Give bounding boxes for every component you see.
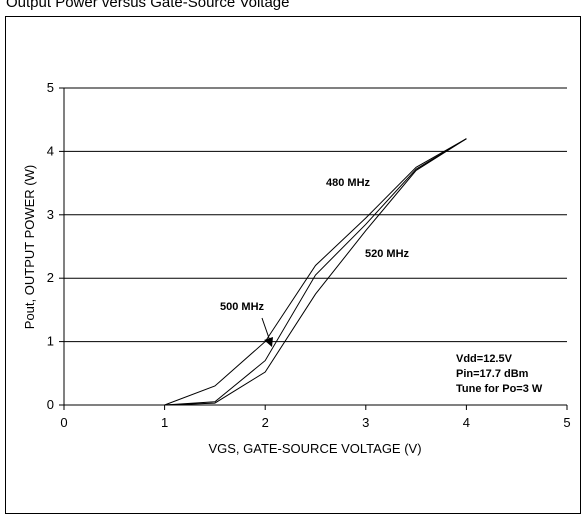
y-tick-label-1: 1 [47,334,54,349]
series-line-520-mhz [164,138,467,406]
condition-pin: Pin=17.7 dBm [456,368,529,380]
y-tick-label-5: 5 [47,80,54,95]
y-tick-label-0: 0 [47,397,54,412]
y-axis-label: Pout, OUTPUT POWER (W) [22,165,37,329]
y-tick-label-3: 3 [47,207,54,222]
condition-vdd: Vdd=12.5V [456,353,513,365]
x-tick-label-1: 1 [161,415,168,430]
outer-border [5,16,581,514]
series-label-480mhz: 480 MHz [326,177,371,189]
x-tick-label-3: 3 [362,415,369,430]
x-tick-label-4: 4 [463,415,470,430]
x-tick-label-0: 0 [60,415,67,430]
x-tick-label-5: 5 [563,415,570,430]
x-axis-label: VGS, GATE-SOURCE VOLTAGE (V) [208,441,421,456]
plot-area: 0 1 2 3 4 5 0 1 2 3 4 5 [47,80,571,430]
pointer-500mhz-arrowhead [264,337,273,347]
y-tick-label-4: 4 [47,143,54,158]
series-line-480-mhz [164,138,467,406]
x-tick-label-2: 2 [262,415,269,430]
series-label-500mhz: 500 MHz [220,301,265,313]
series-label-520mhz: 520 MHz [365,248,410,260]
figure-caption: Output Power versus Gate-Source Voltage [6,0,290,11]
condition-tune: Tune for Po=3 W [456,383,543,395]
y-tick-label-2: 2 [47,270,54,285]
series-line-500-mhz [164,138,467,406]
pointer-500mhz-line [261,317,271,342]
